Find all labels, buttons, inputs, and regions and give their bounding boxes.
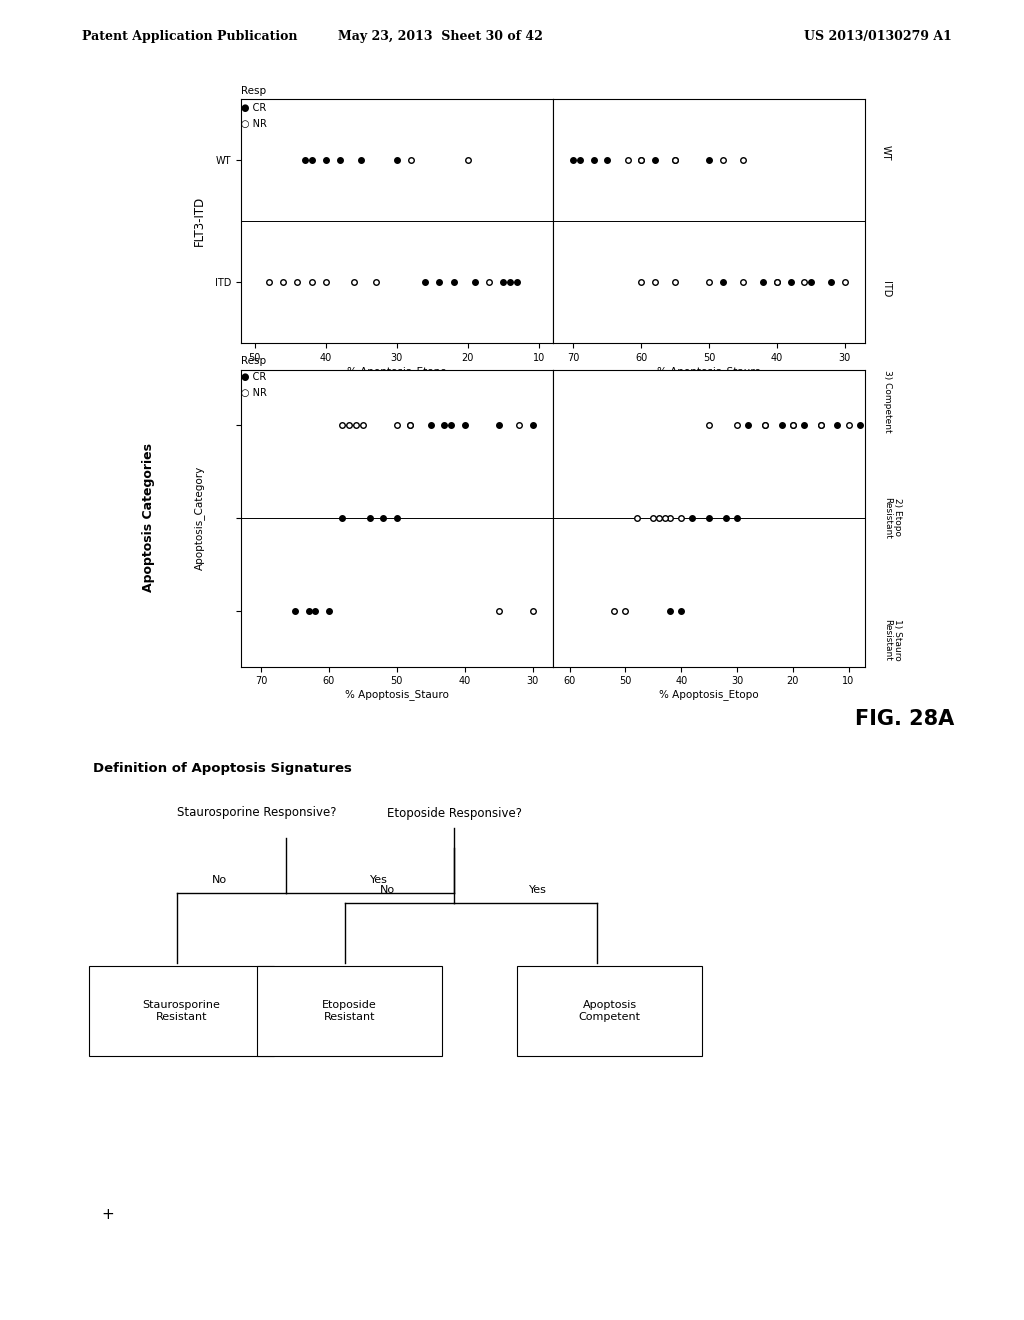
Text: Resp: Resp xyxy=(241,356,266,367)
Text: No: No xyxy=(212,875,226,886)
Text: 3) Competent: 3) Competent xyxy=(883,370,892,433)
Text: No: No xyxy=(380,886,394,895)
Text: FLT3-ITD: FLT3-ITD xyxy=(194,195,206,246)
X-axis label: % Apoptosis_Stauro: % Apoptosis_Stauro xyxy=(345,689,449,700)
X-axis label: % Apoptosis_Etopo: % Apoptosis_Etopo xyxy=(347,366,446,376)
Text: ● CR: ● CR xyxy=(241,103,266,114)
Text: Yes: Yes xyxy=(529,886,547,895)
Text: ● CR: ● CR xyxy=(241,372,266,383)
Text: ITD: ITD xyxy=(881,281,891,298)
FancyBboxPatch shape xyxy=(257,966,441,1056)
Text: ○ NR: ○ NR xyxy=(241,388,266,399)
Text: 2) Etopo
Resistant: 2) Etopo Resistant xyxy=(883,496,902,539)
X-axis label: % Apoptosis_Stauro: % Apoptosis_Stauro xyxy=(657,366,761,376)
Text: Yes: Yes xyxy=(370,875,388,886)
Text: Etoposide
Resistant: Etoposide Resistant xyxy=(322,1001,377,1022)
Text: Apoptosis_Category: Apoptosis_Category xyxy=(195,466,205,569)
X-axis label: % Apoptosis_Etopo: % Apoptosis_Etopo xyxy=(659,689,759,700)
Text: May 23, 2013  Sheet 30 of 42: May 23, 2013 Sheet 30 of 42 xyxy=(338,30,543,44)
Text: Definition of Apoptosis Signatures: Definition of Apoptosis Signatures xyxy=(93,763,352,775)
Text: Apoptosis Categories: Apoptosis Categories xyxy=(142,444,155,591)
FancyBboxPatch shape xyxy=(517,966,702,1056)
Text: Staurosporine Responsive?: Staurosporine Responsive? xyxy=(177,807,337,820)
Text: Etoposide Responsive?: Etoposide Responsive? xyxy=(387,807,522,820)
FancyBboxPatch shape xyxy=(89,966,273,1056)
Text: +: + xyxy=(101,1206,114,1222)
Text: US 2013/0130279 A1: US 2013/0130279 A1 xyxy=(805,30,952,44)
Text: WT: WT xyxy=(881,145,891,161)
Text: ○ NR: ○ NR xyxy=(241,119,266,129)
Text: Apoptosis
Competent: Apoptosis Competent xyxy=(579,1001,641,1022)
Text: 1) Stauro
Resistant: 1) Stauro Resistant xyxy=(883,619,902,661)
Text: Patent Application Publication: Patent Application Publication xyxy=(82,30,297,44)
Text: Staurosporine
Resistant: Staurosporine Resistant xyxy=(142,1001,220,1022)
Text: Resp: Resp xyxy=(241,86,266,96)
Text: FIG. 28A: FIG. 28A xyxy=(855,709,954,730)
